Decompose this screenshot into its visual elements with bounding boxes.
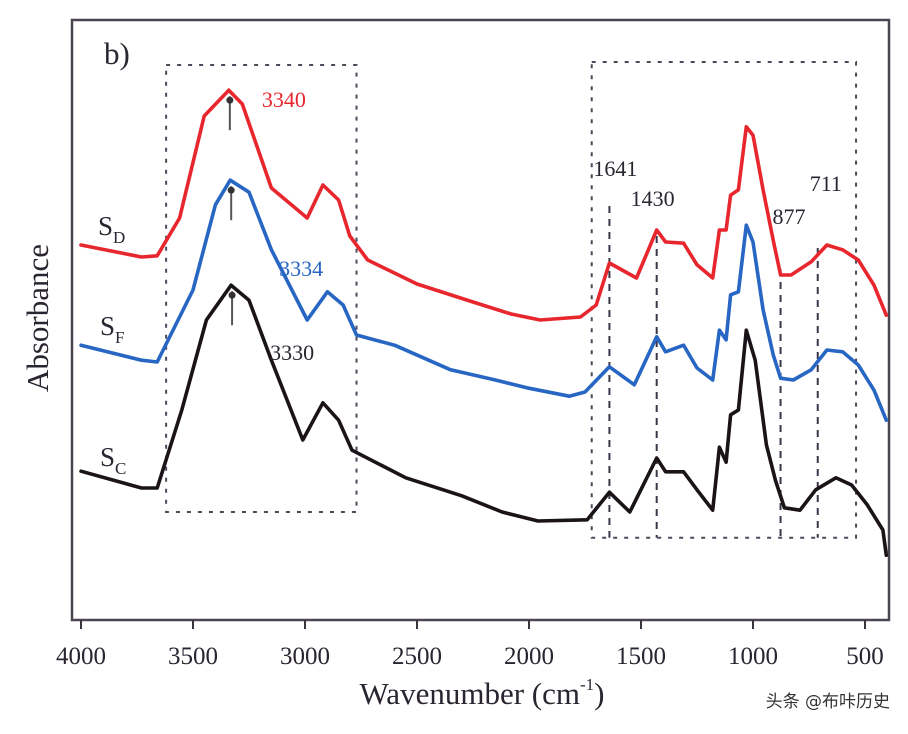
series-line-sd — [79, 88, 889, 322]
x-axis-label-main: Wavenumber (cm — [360, 676, 580, 711]
peak-arrows — [226, 96, 236, 326]
series-line-sf — [79, 178, 889, 422]
series-label-sd: SD — [98, 211, 125, 247]
x-tick-label: 1500 — [616, 643, 666, 670]
x-axis-label: Wavenumber (cm-1) — [360, 675, 605, 711]
x-tick-label: 3000 — [280, 643, 330, 670]
peak-label-sd: 3340 — [262, 87, 306, 112]
reference-label-877: 877 — [773, 204, 806, 229]
x-tick-label: 4000 — [56, 643, 106, 670]
series-label-sf-sub: F — [115, 328, 124, 347]
peak-arrow-head — [228, 291, 236, 299]
peak-arrow-head — [226, 96, 234, 104]
series-label-sc-sub: C — [115, 459, 126, 478]
series-label-sd-sub: D — [113, 228, 125, 247]
x-tick-label: 3500 — [168, 643, 218, 670]
x-axis-label-sup: -1 — [580, 675, 594, 694]
series-label-sc-main: S — [100, 442, 115, 472]
y-axis-label: Absorbance — [20, 244, 55, 392]
series-label-sc: SC — [100, 442, 126, 478]
series-label-sf: SF — [100, 311, 125, 347]
series-label-sf-main: S — [100, 311, 115, 341]
x-tick-label: 2500 — [392, 643, 442, 670]
watermark: 头条 @布咔历史 — [765, 692, 890, 712]
series-label-sd-main: S — [98, 211, 113, 241]
x-axis-ticks: 4000 3500 3000 2500 2000 1500 1000 500 — [56, 620, 884, 670]
series-curves — [79, 88, 889, 557]
reference-label-711: 711 — [810, 171, 842, 196]
peak-arrow-head — [227, 186, 235, 194]
peak-label-sf: 3334 — [279, 256, 323, 281]
series-line-sc — [79, 283, 889, 557]
highlight-regions — [165, 61, 858, 539]
highlight-region-box — [590, 61, 858, 539]
x-tick-label: 2000 — [504, 643, 554, 670]
x-axis-label-close: ) — [594, 676, 604, 711]
x-tick-label: 500 — [846, 643, 884, 670]
x-tick-label: 1000 — [728, 643, 778, 670]
peak-label-sc: 3330 — [270, 340, 314, 365]
reference-label-1430: 1430 — [631, 186, 675, 211]
plot-frame — [70, 18, 891, 622]
panel-label: b) — [104, 36, 130, 71]
reference-label-1641: 1641 — [593, 156, 637, 181]
